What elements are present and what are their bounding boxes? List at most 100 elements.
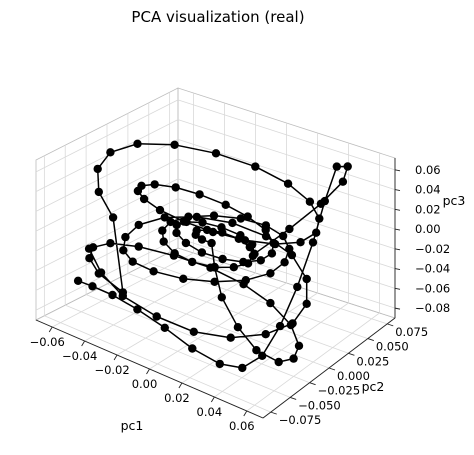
data-point bbox=[312, 228, 321, 237]
data-point bbox=[251, 162, 260, 171]
data-point bbox=[266, 269, 275, 278]
data-point bbox=[198, 218, 207, 227]
z-tick-label: 0.04 bbox=[415, 183, 441, 197]
data-point bbox=[137, 181, 146, 190]
data-point bbox=[221, 200, 230, 209]
data-point bbox=[108, 213, 118, 222]
z-tick-label: −0.06 bbox=[415, 281, 450, 295]
data-point bbox=[88, 282, 97, 291]
data-point bbox=[150, 180, 159, 189]
gridline bbox=[177, 99, 396, 171]
gridline bbox=[35, 198, 179, 271]
gridline bbox=[177, 237, 396, 309]
gridline bbox=[35, 218, 179, 291]
data-point bbox=[261, 330, 270, 339]
y-tick-label: 0.075 bbox=[395, 325, 428, 339]
x-tick-mark bbox=[178, 382, 183, 389]
data-point bbox=[293, 282, 302, 292]
data-point bbox=[286, 320, 296, 330]
data-point bbox=[256, 256, 265, 265]
x-tick-label: 0.04 bbox=[197, 405, 223, 419]
x-tick-label: 0.06 bbox=[229, 419, 255, 433]
data-point bbox=[172, 220, 181, 230]
data-point bbox=[269, 238, 278, 248]
data-point bbox=[191, 230, 200, 239]
data-point bbox=[134, 220, 143, 230]
data-point bbox=[320, 196, 329, 206]
z-tick-mark bbox=[394, 287, 401, 290]
gridline bbox=[177, 158, 396, 230]
data-point bbox=[217, 223, 226, 232]
data-point bbox=[248, 240, 257, 249]
data-point bbox=[160, 213, 169, 222]
data-point bbox=[119, 246, 128, 255]
data-point bbox=[197, 248, 207, 257]
data-point bbox=[278, 231, 288, 241]
data-point bbox=[238, 363, 247, 373]
gridline bbox=[35, 99, 179, 173]
data-point bbox=[118, 288, 128, 297]
data-point bbox=[215, 359, 224, 369]
x-tick-label: −0.02 bbox=[94, 363, 129, 377]
data-point bbox=[152, 312, 161, 321]
data-point bbox=[267, 249, 277, 258]
data-point bbox=[106, 148, 115, 157]
gridline bbox=[35, 139, 179, 212]
data-point bbox=[302, 274, 311, 284]
data-point bbox=[128, 257, 137, 266]
data-point bbox=[296, 238, 305, 247]
gridline bbox=[35, 158, 179, 232]
data-point bbox=[261, 232, 271, 241]
data-point bbox=[226, 333, 235, 342]
y-tick-mark bbox=[270, 411, 277, 415]
data-point bbox=[155, 205, 165, 215]
y-tick-label: 0.000 bbox=[337, 369, 370, 383]
data-point bbox=[209, 211, 219, 220]
y-tick-label: 0.025 bbox=[356, 354, 389, 368]
z-tick-mark bbox=[394, 208, 401, 211]
data-point bbox=[195, 190, 204, 199]
gridline bbox=[177, 178, 396, 250]
x-tick-mark bbox=[243, 410, 248, 417]
z-tick-label: 0.00 bbox=[415, 222, 441, 236]
data-point bbox=[85, 254, 94, 263]
gridline bbox=[169, 251, 388, 325]
y-axis-label: pc2 bbox=[362, 379, 385, 394]
trajectory-line bbox=[77, 143, 349, 369]
data-point bbox=[189, 327, 198, 336]
y-tick-label: −0.050 bbox=[298, 398, 341, 412]
data-point bbox=[208, 227, 218, 237]
data-point bbox=[121, 232, 130, 242]
data-point bbox=[192, 212, 201, 222]
chart-title: PCA visualization (real) bbox=[131, 8, 304, 26]
data-point bbox=[139, 194, 149, 204]
data-point bbox=[170, 140, 179, 149]
data-point bbox=[239, 257, 248, 267]
y-tick-label: −0.025 bbox=[318, 384, 361, 398]
y-tick-mark bbox=[387, 323, 394, 327]
data-point bbox=[73, 276, 83, 285]
x-tick-label: 0.02 bbox=[164, 391, 190, 405]
data-point bbox=[149, 267, 158, 276]
data-point bbox=[210, 277, 219, 286]
z-tick-mark bbox=[394, 189, 401, 192]
data-point bbox=[287, 250, 297, 260]
data-point bbox=[197, 235, 207, 244]
data-point bbox=[250, 249, 259, 258]
gridline bbox=[127, 273, 349, 354]
axes-ticks: −0.06−0.04−0.020.000.020.040.06 −0.075−0.… bbox=[30, 163, 451, 433]
gridline bbox=[35, 178, 179, 252]
z-tick-label: 0.02 bbox=[415, 202, 441, 216]
data-point bbox=[289, 354, 298, 363]
data-point bbox=[133, 305, 142, 314]
data-point bbox=[133, 139, 142, 148]
y-tick-mark bbox=[367, 338, 374, 342]
z-axis-label: pc3 bbox=[443, 193, 466, 208]
x-tick-mark bbox=[146, 368, 150, 375]
data-point bbox=[305, 197, 315, 206]
data-point bbox=[308, 238, 318, 247]
data-point bbox=[93, 164, 102, 174]
data-point bbox=[106, 239, 115, 248]
data-point bbox=[283, 179, 293, 188]
